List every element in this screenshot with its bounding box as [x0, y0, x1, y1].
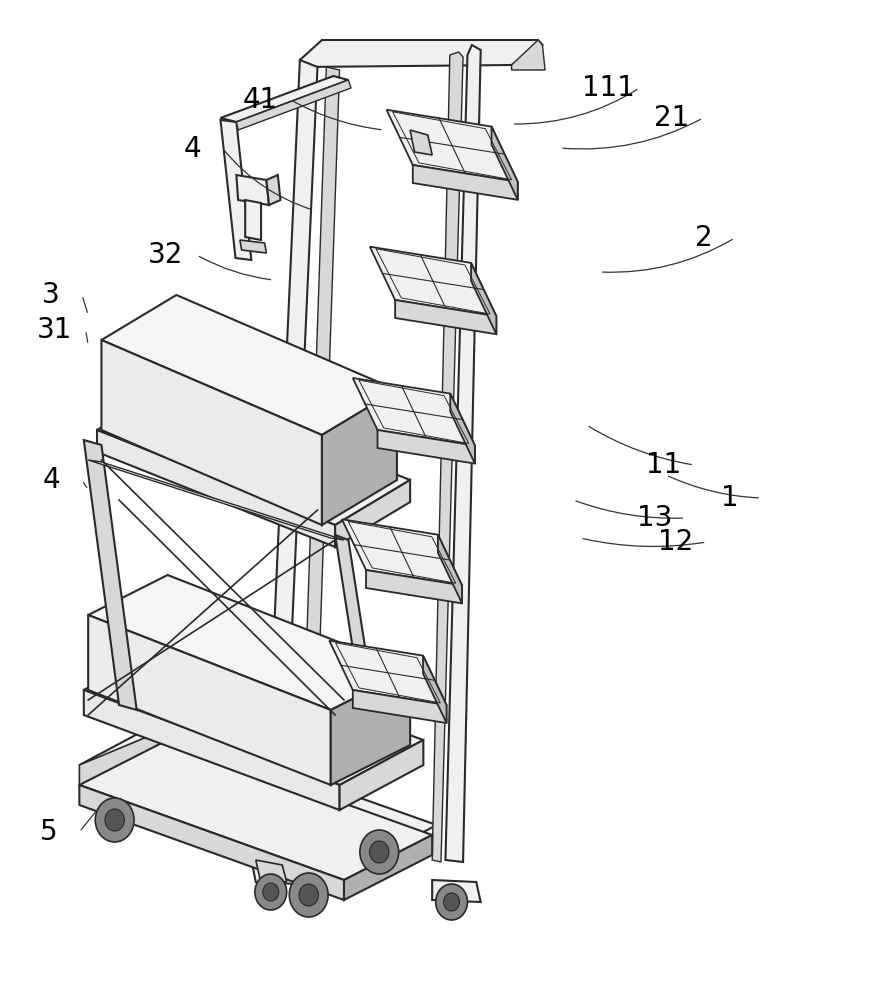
Polygon shape: [265, 60, 318, 845]
Polygon shape: [84, 440, 137, 710]
Text: 32: 32: [148, 241, 183, 269]
Polygon shape: [410, 130, 432, 155]
Polygon shape: [423, 656, 446, 723]
Polygon shape: [512, 40, 545, 70]
Polygon shape: [101, 295, 397, 435]
Polygon shape: [101, 340, 322, 525]
Polygon shape: [342, 519, 462, 585]
Polygon shape: [335, 535, 375, 710]
Polygon shape: [240, 240, 266, 253]
Circle shape: [299, 884, 318, 906]
Text: 12: 12: [658, 528, 693, 556]
Polygon shape: [79, 732, 159, 787]
Circle shape: [289, 873, 328, 917]
Polygon shape: [79, 740, 432, 880]
Text: 2: 2: [695, 224, 713, 252]
Polygon shape: [266, 175, 280, 205]
Polygon shape: [413, 165, 518, 200]
Circle shape: [444, 893, 460, 911]
Polygon shape: [88, 460, 344, 540]
Polygon shape: [236, 175, 269, 205]
Polygon shape: [437, 535, 462, 603]
Polygon shape: [331, 670, 410, 785]
Text: 41: 41: [243, 86, 278, 114]
Polygon shape: [344, 835, 432, 900]
Polygon shape: [395, 300, 497, 334]
Polygon shape: [386, 110, 518, 182]
Text: 111: 111: [582, 74, 635, 102]
Polygon shape: [88, 575, 410, 710]
Polygon shape: [300, 40, 542, 67]
Polygon shape: [491, 127, 518, 200]
Circle shape: [255, 874, 287, 910]
Text: 4: 4: [183, 135, 201, 163]
Polygon shape: [471, 263, 497, 334]
Polygon shape: [329, 641, 446, 705]
Circle shape: [436, 884, 467, 920]
Polygon shape: [353, 378, 475, 446]
Polygon shape: [79, 725, 437, 865]
Text: 1: 1: [721, 484, 739, 512]
Polygon shape: [97, 385, 410, 525]
Text: 13: 13: [637, 504, 672, 532]
Polygon shape: [366, 570, 462, 603]
Polygon shape: [79, 785, 344, 900]
Polygon shape: [251, 860, 318, 885]
Polygon shape: [445, 45, 481, 862]
Text: 31: 31: [37, 316, 72, 344]
Polygon shape: [377, 430, 475, 464]
Polygon shape: [370, 247, 497, 316]
Polygon shape: [432, 880, 481, 902]
Polygon shape: [340, 740, 423, 810]
Polygon shape: [245, 200, 261, 240]
Polygon shape: [84, 645, 423, 785]
Circle shape: [263, 883, 279, 901]
Text: 4: 4: [42, 466, 60, 494]
Circle shape: [370, 841, 389, 863]
Polygon shape: [300, 67, 340, 842]
Polygon shape: [97, 430, 335, 547]
Polygon shape: [84, 690, 340, 810]
Polygon shape: [322, 390, 397, 525]
Text: 21: 21: [654, 104, 690, 132]
Polygon shape: [88, 615, 331, 785]
Text: 5: 5: [40, 818, 57, 846]
Polygon shape: [432, 52, 463, 862]
Polygon shape: [353, 690, 446, 723]
Text: 11: 11: [646, 451, 681, 479]
Polygon shape: [256, 860, 287, 882]
Circle shape: [360, 830, 399, 874]
Circle shape: [105, 809, 124, 831]
Polygon shape: [450, 394, 475, 464]
Circle shape: [95, 798, 134, 842]
Polygon shape: [335, 480, 410, 547]
Text: 3: 3: [42, 281, 60, 309]
Polygon shape: [236, 80, 351, 130]
Polygon shape: [220, 120, 251, 260]
Polygon shape: [220, 76, 348, 122]
